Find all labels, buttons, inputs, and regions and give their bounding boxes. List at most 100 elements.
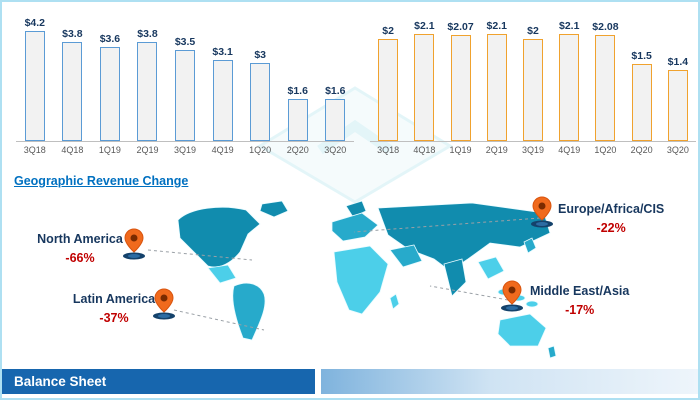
- bar: [667, 70, 688, 141]
- bar-value-label: $3.6: [99, 33, 121, 45]
- bar: [287, 99, 308, 141]
- x-tick-label: 1Q19: [449, 145, 472, 155]
- callout-latin-america: Latin America -37%: [58, 292, 170, 325]
- footer-title: Balance Sheet: [14, 374, 107, 389]
- x-tick-label: 3Q20: [324, 145, 347, 155]
- map-greenland: [259, 200, 289, 218]
- map-japan: [523, 237, 537, 254]
- map-australia: [497, 313, 547, 347]
- x-tick-label: 3Q18: [377, 145, 400, 155]
- region-change: -37%: [99, 311, 129, 325]
- bar: [175, 50, 196, 141]
- x-tick-label: 4Q18: [61, 145, 84, 155]
- callout-north-america: North America -66%: [24, 232, 136, 265]
- leader-north-america: [147, 249, 253, 261]
- bar: [325, 99, 346, 141]
- footer-bar: Balance Sheet: [2, 369, 698, 394]
- bar-slot: $3.8: [54, 28, 92, 141]
- bar-slot: $3.8: [129, 28, 167, 141]
- map-madagascar: [389, 293, 400, 310]
- callout-europe-africa-cis: Europe/Africa/CIS -22%: [558, 202, 664, 235]
- bar: [99, 47, 120, 141]
- bar-value-label: $3.8: [62, 28, 83, 40]
- bar-slot: $1.6: [317, 85, 355, 141]
- leader-lines: [147, 217, 541, 331]
- callout-middle-east-asia: Middle East/Asia -17%: [530, 284, 629, 317]
- bar: [212, 60, 233, 141]
- bar: [414, 34, 435, 141]
- bar-value-label: $2: [382, 25, 394, 37]
- map-south-america: [232, 282, 266, 341]
- x-tick-label: 2Q19: [136, 145, 159, 155]
- bar: [24, 31, 45, 141]
- bar-slot: $2.1: [551, 20, 587, 141]
- bar: [250, 63, 271, 141]
- bar-value-label: $1.6: [287, 85, 308, 97]
- x-tick-label: 3Q18: [23, 145, 46, 155]
- x-tick-label: 1Q19: [98, 145, 121, 155]
- bar-chart-left-axis: 3Q18 4Q18 1Q19 2Q19 3Q19 4Q19 1Q20 2Q20 3Q20: [16, 142, 354, 155]
- x-tick-label: 4Q19: [211, 145, 234, 155]
- bar-slot: $4.2: [16, 17, 54, 141]
- pin-latin-america-icon: [153, 288, 175, 320]
- leader-europe: [353, 217, 541, 233]
- x-tick-label: 2Q20: [630, 145, 653, 155]
- charts-row: $4.2 $3.8 $3.6 $3.8 $3.5 $3.1 $3 $1.6 $1.6 3Q18 4…: [2, 10, 698, 155]
- map-island-3: [525, 300, 539, 308]
- leader-middle-east: [429, 285, 509, 301]
- footer-gradient: [321, 369, 698, 394]
- map-new-zealand: [547, 345, 557, 359]
- bar-value-label: $3.8: [137, 28, 158, 40]
- region-name: Middle East/Asia: [530, 284, 630, 298]
- bar-slot: $3.6: [91, 33, 129, 141]
- x-tick-label: 4Q18: [413, 145, 436, 155]
- bar: [450, 35, 471, 141]
- bar-slot: $1.4: [660, 56, 696, 141]
- map-se-asia: [477, 256, 505, 280]
- bar-value-label: $1.6: [325, 85, 346, 97]
- map-north-america: [177, 206, 261, 268]
- bar: [559, 34, 580, 141]
- x-tick-label: 3Q19: [521, 145, 544, 155]
- region-name: Latin America: [72, 292, 156, 306]
- x-tick-label: 4Q19: [558, 145, 581, 155]
- bar-chart-right-plot: $2 $2.1 $2.07 $2.1 $2 $2.1 $2.08 $1.5 $1.4: [370, 10, 696, 142]
- leader-latin-america: [173, 309, 265, 331]
- x-tick-label: 2Q19: [485, 145, 508, 155]
- x-tick-label: 3Q19: [174, 145, 197, 155]
- bar-slot: $1.5: [624, 50, 660, 141]
- x-tick-label: 2Q20: [286, 145, 309, 155]
- region-change: -22%: [596, 221, 626, 235]
- map-central-america: [207, 264, 237, 284]
- region-name: North America: [37, 232, 123, 246]
- geo-section-title: Geographic Revenue Change: [14, 174, 189, 188]
- bar: [486, 34, 507, 141]
- map-europe: [331, 212, 379, 242]
- bar: [137, 42, 158, 141]
- pin-north-america-icon: [123, 228, 145, 260]
- bar-slot: $2: [515, 25, 551, 141]
- pin-europe-africa-cis-icon: [531, 196, 553, 228]
- region-change: -17%: [565, 303, 595, 317]
- bar-slot: $2: [370, 25, 406, 141]
- bar-slot: $3: [241, 49, 279, 141]
- bar-value-label: $2.08: [592, 21, 619, 33]
- bar-slot: $3.1: [204, 46, 242, 141]
- bar: [378, 39, 399, 141]
- bar-chart-right-axis: 3Q18 4Q18 1Q19 2Q19 3Q19 4Q19 1Q20 2Q20 3Q20: [370, 142, 696, 155]
- bar-value-label: $1.4: [667, 56, 689, 68]
- bar-value-label: $2.07: [447, 21, 474, 33]
- x-tick-label: 1Q20: [594, 145, 617, 155]
- footer-title-strip: Balance Sheet: [2, 369, 316, 394]
- bar: [522, 39, 543, 141]
- bar-value-label: $2.1: [558, 20, 580, 32]
- bar: [62, 42, 83, 141]
- bar-slot: $1.6: [279, 85, 317, 141]
- bar-value-label: $3.5: [174, 36, 196, 48]
- world-map: [177, 200, 557, 359]
- bar-value-label: $3.1: [212, 46, 233, 58]
- x-tick-label: 1Q20: [249, 145, 272, 155]
- bar-value-label: $1.5: [631, 50, 652, 62]
- region-change: -66%: [65, 251, 95, 265]
- bar-chart-right: $2 $2.1 $2.07 $2.1 $2 $2.1 $2.08 $1.5 $1.4 3Q18 4…: [370, 10, 696, 155]
